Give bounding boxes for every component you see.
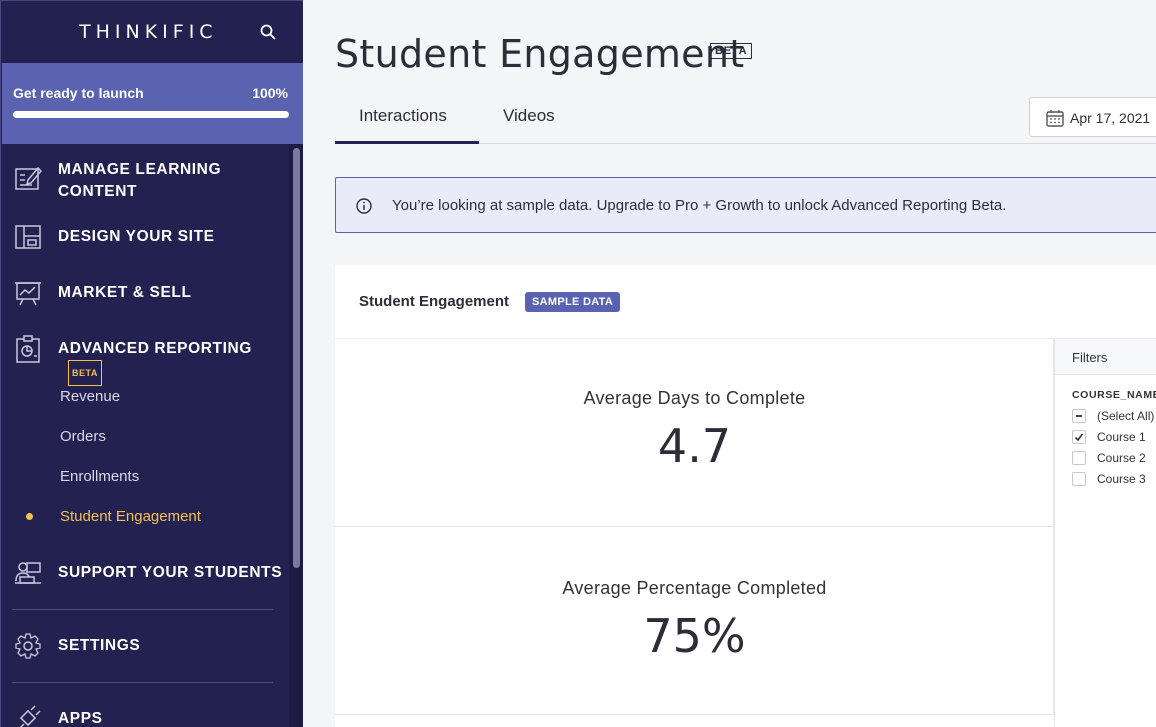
sidebar-item-advanced-reporting[interactable]: ADVANCED REPORTING BETA — [2, 326, 289, 386]
main-content: Student Engagement BETA Interactions Vid… — [303, 0, 1156, 727]
beta-badge: BETA — [68, 360, 102, 386]
search-icon[interactable] — [260, 24, 276, 40]
sidebar-subitem-enrollments[interactable]: Enrollments — [60, 468, 140, 485]
card-divider — [335, 338, 1156, 339]
sample-data-notice: You’re looking at sample data. Upgrade t… — [335, 177, 1156, 233]
tab-interactions[interactable]: Interactions — [359, 106, 447, 125]
sidebar-item-label: MANAGE LEARNING — [58, 161, 222, 178]
sidebar-item-support-your-students[interactable]: SUPPORT YOUR STUDENTS — [2, 550, 289, 596]
sidebar: THINKIFIC Get ready to launch 100% MANAG… — [0, 0, 303, 727]
launch-title: Get ready to launch — [13, 85, 144, 101]
card-title: Student Engagement — [359, 293, 510, 310]
active-tab-indicator — [335, 141, 479, 144]
sidebar-item-market-sell[interactable]: MARKET & SELL — [2, 270, 289, 316]
sidebar-scrollbar[interactable] — [289, 144, 303, 727]
notice-text: You’re looking at sample data. Upgrade t… — [392, 197, 1007, 214]
tab-videos[interactable]: Videos — [503, 106, 555, 125]
logo[interactable]: THINKIFIC — [79, 21, 218, 43]
launch-percent: 100% — [252, 85, 288, 101]
checkbox-checked[interactable] — [1072, 430, 1086, 444]
sidebar-divider — [12, 682, 273, 683]
sidebar-item-apps[interactable]: APPS — [2, 696, 289, 727]
sidebar-item-label: MARKET & SELL — [58, 284, 192, 301]
checkbox-unchecked[interactable] — [1072, 451, 1086, 465]
metric-label: Average Percentage Completed — [562, 578, 827, 598]
sidebar-item-manage-learning-content[interactable]: MANAGE LEARNING CONTENT — [2, 144, 289, 214]
students-icon — [15, 562, 41, 584]
filter-option-label: Course 3 — [1097, 472, 1146, 486]
sidebar-item-design-your-site[interactable]: DESIGN YOUR SITE — [2, 214, 289, 260]
sidebar-divider — [12, 609, 273, 610]
layout-icon — [15, 225, 41, 249]
beta-badge: BETA — [710, 43, 753, 59]
filter-column-name: COURSE_NAME — [1072, 389, 1156, 401]
sidebar-subitem-student-engagement[interactable]: Student Engagement — [60, 508, 201, 525]
filters-panel: Filters COURSE_NAME (Select All) Course … — [1054, 339, 1156, 727]
active-indicator-dot — [26, 513, 33, 520]
presentation-chart-icon — [15, 282, 41, 306]
engagement-card: Student Engagement SAMPLE DATA Average D… — [335, 265, 1156, 727]
sidebar-subitem-orders[interactable]: Orders — [60, 428, 106, 445]
filter-option-label: Course 2 — [1097, 451, 1146, 465]
filters-title: Filters — [1072, 350, 1108, 365]
date-range-picker[interactable]: Apr 17, 2021 — [1029, 97, 1156, 137]
sidebar-item-label: CONTENT — [58, 183, 138, 200]
checkbox-partial[interactable] — [1072, 409, 1086, 423]
tabs-divider — [335, 143, 1156, 144]
filter-option-label: (Select All) — [1097, 409, 1155, 423]
metric-avg-percentage: Average Percentage Completed 75% — [335, 527, 1054, 715]
sidebar-subitem-revenue[interactable]: Revenue — [60, 388, 121, 405]
plug-icon — [19, 705, 41, 727]
sidebar-item-label: SUPPORT YOUR STUDENTS — [58, 564, 283, 581]
metric-label: Average Days to Complete — [583, 388, 806, 408]
edit-content-icon — [15, 166, 42, 190]
sidebar-nav: MANAGE LEARNING CONTENT DESIGN YOUR SITE … — [2, 144, 289, 727]
scrollbar-thumb[interactable] — [293, 148, 300, 568]
date-range-text: Apr 17, 2021 — [1070, 110, 1151, 126]
launch-progress-bar — [13, 111, 289, 118]
checkbox-unchecked[interactable] — [1072, 472, 1086, 486]
calendar-icon — [1046, 110, 1064, 127]
logo-bar: THINKIFIC — [1, 1, 303, 63]
sidebar-item-label: SETTINGS — [58, 637, 141, 654]
page-title: Student Engagement — [335, 32, 745, 76]
gear-icon — [15, 633, 41, 659]
metric-value: 75% — [643, 609, 746, 663]
sidebar-item-settings[interactable]: SETTINGS — [2, 623, 289, 669]
launch-progress-panel[interactable]: Get ready to launch 100% — [2, 63, 303, 144]
filter-option-label: Course 1 — [1097, 430, 1146, 444]
sidebar-item-label: ADVANCED REPORTING — [58, 340, 252, 357]
sidebar-item-label: APPS — [58, 710, 103, 727]
report-clipboard-icon — [16, 335, 40, 363]
filters-header: Filters — [1055, 339, 1156, 375]
sidebar-item-label: DESIGN YOUR SITE — [58, 228, 215, 245]
metric-value: 4.7 — [657, 419, 732, 473]
info-icon — [356, 198, 372, 214]
metric-avg-days: Average Days to Complete 4.7 — [335, 339, 1054, 527]
sample-data-badge: SAMPLE DATA — [525, 292, 621, 312]
